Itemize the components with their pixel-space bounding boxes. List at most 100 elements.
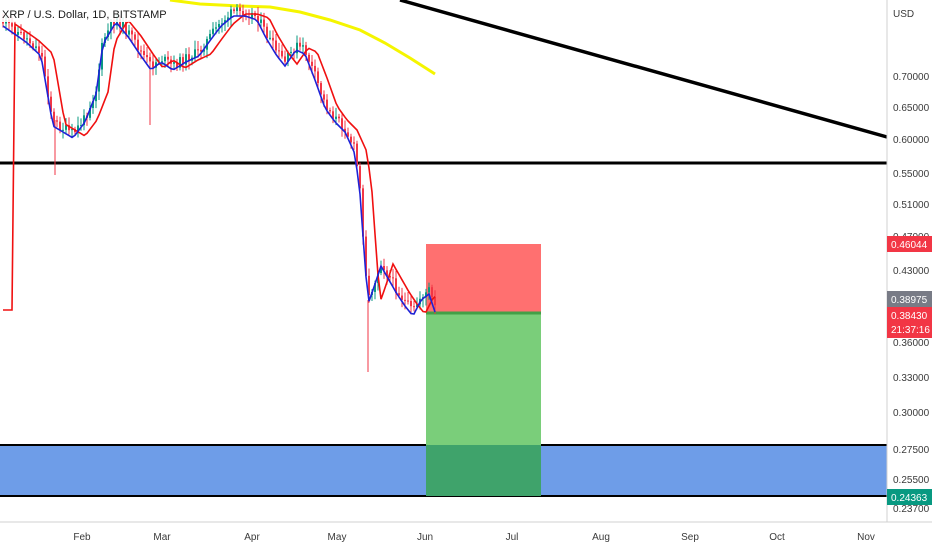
candle-body — [386, 270, 388, 277]
candle-body — [368, 275, 370, 295]
candle-body — [122, 21, 124, 28]
candle-body — [197, 49, 199, 51]
prev-close-badge: 0.38975 — [887, 291, 932, 307]
candle-body — [374, 283, 376, 292]
candle-body — [221, 23, 223, 25]
y-tick-12: 0.23700 — [893, 504, 930, 515]
candle-body — [416, 304, 418, 307]
candle-body — [269, 37, 271, 39]
candle-body — [278, 50, 280, 52]
candle-body — [323, 94, 325, 100]
candle-body — [161, 61, 163, 63]
x-tick-0: Feb — [73, 532, 91, 543]
candle-body — [143, 50, 145, 56]
candle-body — [251, 12, 253, 18]
x-tick-6: Aug — [592, 532, 610, 543]
candle-body — [275, 40, 277, 51]
candle-body — [134, 34, 136, 40]
y-tick-2: 0.60000 — [893, 135, 930, 146]
candle-body — [212, 28, 214, 34]
candle-body — [32, 43, 34, 48]
candle-body — [137, 39, 139, 51]
candle-body — [242, 10, 244, 16]
candle-body — [50, 96, 52, 112]
candle-body — [80, 125, 82, 127]
candle-body — [329, 110, 331, 112]
y-tick-10: 0.27500 — [893, 445, 930, 456]
candle-body — [338, 116, 340, 119]
candle-body — [257, 15, 259, 23]
candle-body — [167, 56, 169, 60]
x-tick-2: Apr — [244, 532, 260, 543]
chart-title[interactable]: XRP / U.S. Dollar, 1D, BITSTAMP — [2, 9, 167, 21]
x-tick-7: Sep — [681, 532, 699, 543]
long-ma-line — [169, 0, 436, 76]
candle-body — [20, 31, 22, 33]
candle-body — [83, 115, 85, 126]
y-tick-11: 0.25500 — [893, 475, 930, 486]
candle-body — [203, 49, 205, 52]
candle-body — [146, 55, 148, 58]
candle-body — [59, 121, 61, 131]
candle-body — [71, 129, 73, 131]
position-reward-overlap — [426, 445, 541, 496]
candle-body — [188, 54, 190, 61]
candle-body — [215, 27, 217, 29]
candle-body — [23, 32, 25, 40]
candle-body — [344, 128, 346, 133]
candle-body — [263, 19, 265, 27]
target-value: 0.24363 — [891, 493, 928, 504]
candle-body — [398, 293, 400, 296]
candle-body — [107, 30, 109, 38]
candle-body — [290, 51, 292, 53]
candle-body — [266, 26, 268, 39]
prev-close-badge-bg — [887, 291, 932, 307]
candle-body — [47, 76, 49, 97]
ema-fast-line — [2, 15, 436, 315]
prev-close-value: 0.38975 — [891, 295, 928, 306]
candle-body — [230, 9, 232, 18]
candle-body — [218, 24, 220, 28]
y-tick-0: 0.70000 — [893, 72, 930, 83]
y-tick-7: 0.36000 — [893, 338, 930, 349]
candle-body — [332, 111, 334, 119]
position-risk-zone — [426, 244, 541, 313]
title-backdrop — [0, 6, 142, 22]
candle-body — [38, 46, 40, 53]
x-tick-5: Jul — [506, 532, 519, 543]
candle-body — [410, 301, 412, 307]
candle-body — [89, 107, 91, 118]
candle-body — [173, 62, 175, 64]
candle-body — [353, 142, 355, 144]
candle-body — [65, 125, 67, 130]
candle-body — [17, 31, 19, 35]
candle-body — [281, 50, 283, 57]
candle-body — [179, 57, 181, 68]
candle-body — [413, 306, 415, 308]
y-tick-6: 0.43000 — [893, 266, 930, 277]
candle-body — [260, 19, 262, 23]
stop-loss-badge-bg — [887, 236, 932, 252]
candle-body — [227, 17, 229, 21]
candle-body — [77, 125, 79, 133]
candle-body — [35, 46, 37, 48]
time-axis-ticks: Feb Mar Apr May Jun Jul Aug Sep Oct Nov — [73, 532, 875, 543]
x-tick-4: Jun — [417, 532, 433, 543]
candle-body — [152, 61, 154, 68]
candle-body — [308, 54, 310, 62]
candle-body — [53, 111, 55, 121]
target-badge-bg — [887, 489, 932, 505]
last-price-countdown: 21:37:16 — [891, 325, 930, 336]
candle-body — [92, 101, 94, 108]
last-price-value: 0.38430 — [891, 311, 928, 322]
y-tick-3: 0.55000 — [893, 169, 930, 180]
candle-body — [392, 277, 394, 279]
ema-slow-line — [3, 13, 436, 313]
candle-body — [320, 83, 322, 95]
candle-body — [113, 21, 115, 26]
candle-body — [11, 23, 13, 27]
candle-body — [347, 132, 349, 137]
candle-body — [182, 57, 184, 65]
candle-body — [425, 292, 427, 298]
